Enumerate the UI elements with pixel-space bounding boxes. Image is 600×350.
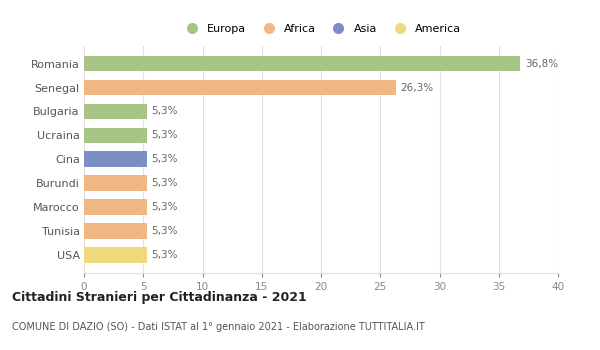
Text: 5,3%: 5,3% — [152, 226, 178, 236]
Text: COMUNE DI DAZIO (SO) - Dati ISTAT al 1° gennaio 2021 - Elaborazione TUTTITALIA.I: COMUNE DI DAZIO (SO) - Dati ISTAT al 1° … — [12, 322, 425, 332]
Bar — [84, 199, 147, 215]
Text: 5,3%: 5,3% — [152, 106, 178, 117]
Text: 5,3%: 5,3% — [152, 154, 178, 164]
Text: 36,8%: 36,8% — [525, 58, 558, 69]
Text: Cittadini Stranieri per Cittadinanza - 2021: Cittadini Stranieri per Cittadinanza - 2… — [12, 290, 307, 303]
Bar — [84, 80, 395, 95]
Bar — [84, 175, 147, 191]
Legend: Europa, Africa, Asia, America: Europa, Africa, Asia, America — [178, 21, 464, 36]
Bar — [84, 152, 147, 167]
Bar — [84, 127, 147, 143]
Text: 5,3%: 5,3% — [152, 202, 178, 212]
Text: 26,3%: 26,3% — [400, 83, 434, 92]
Text: 5,3%: 5,3% — [152, 178, 178, 188]
Bar — [84, 223, 147, 239]
Bar — [84, 104, 147, 119]
Bar — [84, 56, 520, 71]
Text: 5,3%: 5,3% — [152, 250, 178, 260]
Text: 5,3%: 5,3% — [152, 130, 178, 140]
Bar — [84, 247, 147, 262]
